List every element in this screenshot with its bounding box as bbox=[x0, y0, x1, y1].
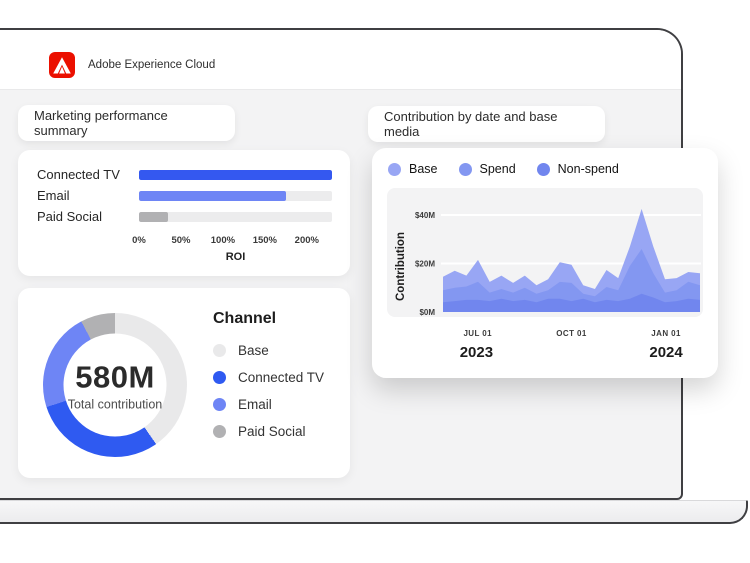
x-axis-tick: OCT 01 bbox=[556, 329, 587, 338]
legend-label: Non-spend bbox=[557, 162, 619, 176]
legend-label: Connected TV bbox=[238, 370, 325, 385]
y-axis-tick: $20M bbox=[415, 260, 435, 269]
laptop-base bbox=[0, 500, 748, 524]
year-label-2024: 2024 bbox=[649, 344, 683, 361]
roi-x-axis: 0% 50% 100% 150% 200% bbox=[132, 235, 332, 248]
donut-total-label: Total contribution bbox=[67, 397, 163, 411]
legend-dot bbox=[213, 344, 226, 357]
donut-total-value: 580M bbox=[75, 359, 155, 394]
roi-bar-rows: Connected TV Email Paid Social bbox=[37, 164, 332, 227]
contribution-legend: Base Spend Non-spend bbox=[388, 158, 619, 180]
roi-bar-row: Email bbox=[37, 185, 332, 206]
channel-donut-card: 580M Total contribution Channel Base Conn… bbox=[18, 288, 350, 478]
contribution-area-chart: $0M $20M $40M Contribution bbox=[395, 208, 701, 317]
contribution-legend-item-base[interactable]: Base bbox=[388, 158, 438, 180]
roi-axis-label: ROI bbox=[225, 251, 246, 263]
roi-axis-tick: 0% bbox=[132, 235, 146, 246]
right-panel-title-text: Contribution by date and base media bbox=[384, 109, 558, 139]
legend-label: Spend bbox=[479, 162, 516, 176]
legend-dot bbox=[213, 425, 226, 438]
roi-bar-fill-connected-tv bbox=[139, 169, 332, 180]
roi-bar-label-email: Email bbox=[37, 188, 70, 203]
channel-legend-item-paid-social[interactable]: Paid Social bbox=[213, 418, 324, 445]
legend-label: Paid Social bbox=[238, 424, 306, 439]
channel-legend-title: Channel bbox=[213, 310, 277, 327]
channel-legend-item-base[interactable]: Base bbox=[213, 337, 324, 364]
donut-center: 580M Total contribution bbox=[63, 333, 167, 437]
roi-bar-fill-paid-social bbox=[139, 211, 169, 222]
contribution-chart-card: Base Spend Non-spend $0M $20M $40M Contributi… bbox=[372, 148, 718, 378]
channel-legend-item-email[interactable]: Email bbox=[213, 391, 324, 418]
legend-dot bbox=[213, 398, 226, 411]
app-bar: Adobe Experience Cloud bbox=[0, 30, 681, 90]
roi-axis-tick: 200% bbox=[294, 235, 319, 246]
roi-bar-label-connected-tv: Connected TV bbox=[37, 167, 120, 182]
legend-dot bbox=[388, 162, 401, 176]
roi-bar-fill-email bbox=[139, 190, 286, 201]
contribution-legend-item-non-spend[interactable]: Non-spend bbox=[536, 158, 619, 180]
legend-dot bbox=[536, 162, 550, 176]
left-panel-title-text: Marketing performance summary bbox=[34, 108, 168, 138]
legend-label: Base bbox=[238, 343, 269, 358]
channel-legend-item-connected-tv[interactable]: Connected TV bbox=[213, 364, 324, 391]
contribution-legend-item-spend[interactable]: Spend bbox=[458, 158, 516, 180]
channel-legend: Channel Base Connected TV Email Paid Social bbox=[213, 310, 324, 445]
roi-chart-card: Connected TV Email Paid Social 0% 50% 100% 15… bbox=[18, 150, 350, 276]
roi-axis-tick: 150% bbox=[252, 235, 278, 246]
roi-bar-row: Connected TV bbox=[37, 164, 332, 185]
channel-donut-chart: 580M Total contribution bbox=[43, 313, 187, 457]
roi-axis-tick: 50% bbox=[171, 235, 191, 246]
y-axis-tick: $0M bbox=[419, 308, 435, 317]
y-axis-tick: $40M bbox=[415, 211, 435, 220]
x-axis-tick: JUL 01 bbox=[463, 329, 492, 338]
roi-bar-track bbox=[139, 211, 332, 222]
app-title: Adobe Experience Cloud bbox=[88, 58, 216, 71]
area-series-non-spend bbox=[443, 293, 700, 312]
roi-bar-label-paid-social: Paid Social bbox=[37, 209, 103, 224]
adobe-logo-icon bbox=[49, 51, 75, 78]
x-axis-tick: JAN 01 bbox=[651, 329, 681, 338]
y-axis-label: Contribution bbox=[395, 232, 407, 301]
legend-label: Base bbox=[409, 162, 438, 176]
roi-bar-track bbox=[139, 169, 332, 180]
legend-label: Email bbox=[238, 397, 272, 412]
contribution-plot-area: $0M $20M $40M Contribution bbox=[387, 188, 703, 317]
roi-bar-track bbox=[139, 190, 332, 201]
left-panel-title: Marketing performance summary bbox=[18, 105, 235, 141]
roi-bar-row: Paid Social bbox=[37, 206, 332, 227]
roi-axis-tick: 100% bbox=[210, 235, 236, 246]
year-label-2023: 2023 bbox=[459, 344, 494, 361]
legend-dot bbox=[458, 162, 472, 176]
legend-dot bbox=[213, 371, 226, 384]
right-panel-title: Contribution by date and base media bbox=[368, 106, 605, 142]
